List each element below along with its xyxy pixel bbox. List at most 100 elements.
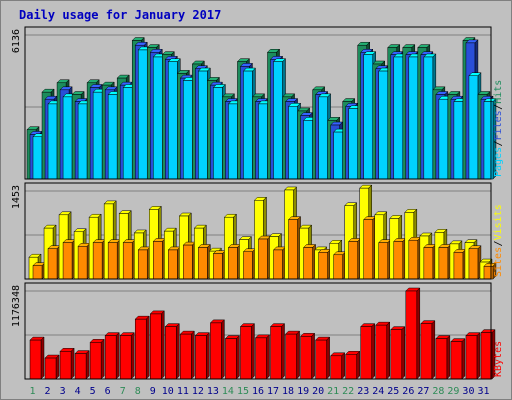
bar-kbytes-day-17 bbox=[270, 326, 282, 380]
bar-kbytes-day-26-side bbox=[416, 287, 421, 380]
bar-kbytes-day-24 bbox=[375, 324, 387, 380]
bar-sites-day-12 bbox=[198, 247, 208, 280]
x-tick-label-day-31: 31 bbox=[477, 386, 489, 397]
bar-sites-day-7 bbox=[122, 242, 133, 280]
y-max-label-hits-files-pages: 6136 bbox=[11, 29, 22, 53]
bar-kbytes-day-3-side bbox=[70, 347, 75, 380]
bar-kbytes-day-5 bbox=[89, 342, 102, 380]
y-max-label-visits-sites: 1453 bbox=[11, 185, 22, 209]
bar-kbytes-day-14 bbox=[225, 338, 237, 380]
x-tick-label-day-20: 20 bbox=[312, 386, 324, 397]
bar-kbytes-day-2-side bbox=[55, 354, 60, 380]
bar-sites-day-5 bbox=[92, 242, 103, 280]
bar-sites-day-17 bbox=[273, 249, 283, 280]
bar-kbytes-day-24-side bbox=[386, 321, 390, 380]
bar-kbytes-day-18 bbox=[285, 333, 297, 380]
legend-hits: Hits bbox=[493, 80, 504, 104]
x-tick-label-day-21: 21 bbox=[327, 386, 339, 397]
bar-sites-day-1 bbox=[32, 265, 43, 280]
x-tick-label-day-8: 8 bbox=[135, 386, 141, 397]
bar-pages-day-23 bbox=[363, 54, 373, 180]
bar-sites-day-10 bbox=[168, 249, 178, 280]
bar-sites-day-23 bbox=[363, 219, 373, 280]
bar-kbytes-day-6-side bbox=[115, 332, 120, 380]
bar-kbytes-day-10-side bbox=[176, 323, 180, 380]
bar-pages-day-7 bbox=[122, 87, 133, 180]
bar-pages-day-18 bbox=[288, 105, 298, 180]
x-tick-label-day-10: 10 bbox=[162, 386, 174, 397]
bar-sites-day-21 bbox=[333, 254, 343, 280]
x-tick-label-day-12: 12 bbox=[192, 386, 204, 397]
legend-separator: / bbox=[493, 104, 504, 110]
bar-kbytes-day-6 bbox=[104, 335, 117, 380]
bar-pages-day-10 bbox=[168, 61, 178, 180]
bar-kbytes-day-16-side bbox=[266, 334, 270, 380]
bar-kbytes-day-8 bbox=[134, 318, 147, 380]
x-tick-label-day-19: 19 bbox=[297, 386, 309, 397]
bar-kbytes-day-14-side bbox=[236, 335, 240, 380]
bar-kbytes-day-16 bbox=[255, 337, 267, 380]
bar-pages-day-12 bbox=[198, 70, 208, 180]
bar-kbytes-day-31 bbox=[480, 332, 493, 380]
legend-kbytes: KBytes bbox=[493, 341, 504, 377]
x-tick-label-day-22: 22 bbox=[342, 386, 354, 397]
bar-kbytes-day-2 bbox=[44, 357, 57, 380]
bar-kbytes-day-13 bbox=[210, 322, 222, 380]
bar-kbytes-day-12 bbox=[195, 335, 207, 380]
bar-kbytes-day-21-side bbox=[341, 352, 345, 380]
x-tick-label-day-6: 6 bbox=[105, 386, 111, 397]
x-tick-label-day-13: 13 bbox=[207, 386, 219, 397]
bar-kbytes-day-5-side bbox=[100, 338, 105, 380]
x-tick-label-day-16: 16 bbox=[252, 386, 264, 397]
x-tick-label-day-25: 25 bbox=[387, 386, 399, 397]
x-tick-label-day-23: 23 bbox=[357, 386, 369, 397]
bar-pages-day-28 bbox=[438, 98, 449, 180]
bar-kbytes-day-21 bbox=[330, 355, 342, 380]
bar-kbytes-day-11-side bbox=[191, 330, 195, 380]
bar-kbytes-day-11 bbox=[180, 333, 192, 380]
bar-kbytes-day-28-side bbox=[446, 335, 451, 380]
bar-pages-day-16 bbox=[258, 103, 268, 180]
bar-sites-day-27 bbox=[423, 247, 434, 280]
bar-kbytes-day-15 bbox=[240, 326, 252, 380]
bar-sites-day-4 bbox=[77, 246, 88, 280]
bar-sites-day-18 bbox=[288, 219, 298, 280]
bar-kbytes-day-19-side bbox=[311, 332, 315, 380]
bar-sites-day-31 bbox=[483, 266, 494, 280]
bar-kbytes-day-18-side bbox=[296, 330, 300, 380]
bar-sites-day-8 bbox=[137, 249, 148, 280]
chart-title: Daily usage for January 2017 bbox=[19, 8, 221, 22]
plot-border-hits-files-pages bbox=[24, 26, 492, 180]
x-tick-label-day-27: 27 bbox=[417, 386, 429, 397]
bar-sites-day-25 bbox=[393, 241, 404, 280]
x-tick-label-day-18: 18 bbox=[282, 386, 294, 397]
bar-pages-day-22 bbox=[348, 108, 358, 180]
x-tick-label-day-7: 7 bbox=[120, 386, 126, 397]
bar-pages-day-13 bbox=[213, 87, 223, 180]
bar-sites-day-26 bbox=[408, 239, 419, 280]
bar-pages-day-4 bbox=[77, 103, 88, 180]
bar-sites-day-20 bbox=[318, 252, 328, 280]
bar-pages-day-29 bbox=[453, 101, 464, 180]
bar-kbytes-day-4-side bbox=[85, 349, 90, 380]
bar-kbytes-day-29 bbox=[450, 341, 463, 380]
bar-kbytes-day-7-side bbox=[130, 332, 135, 380]
bar-kbytes-day-8-side bbox=[145, 315, 150, 380]
bar-kbytes-day-19 bbox=[300, 336, 312, 380]
bar-pages-day-9 bbox=[153, 56, 163, 180]
x-tick-label-day-14: 14 bbox=[222, 386, 234, 397]
bar-kbytes-day-4 bbox=[74, 353, 87, 380]
x-tick-label-day-1: 1 bbox=[30, 386, 36, 397]
bar-pages-day-15 bbox=[243, 70, 253, 180]
bar-pages-day-27 bbox=[423, 56, 434, 180]
bar-kbytes-day-28 bbox=[435, 338, 448, 380]
bar-sites-day-2 bbox=[47, 248, 58, 280]
legend-visits: Visits bbox=[493, 204, 504, 240]
x-tick-label-day-26: 26 bbox=[402, 386, 414, 397]
bar-kbytes-day-30 bbox=[465, 335, 478, 380]
x-tick-label-day-11: 11 bbox=[177, 386, 189, 397]
bar-kbytes-day-29-side bbox=[461, 337, 466, 380]
bar-kbytes-day-23-side bbox=[371, 323, 375, 380]
bar-sites-day-29 bbox=[453, 252, 464, 280]
